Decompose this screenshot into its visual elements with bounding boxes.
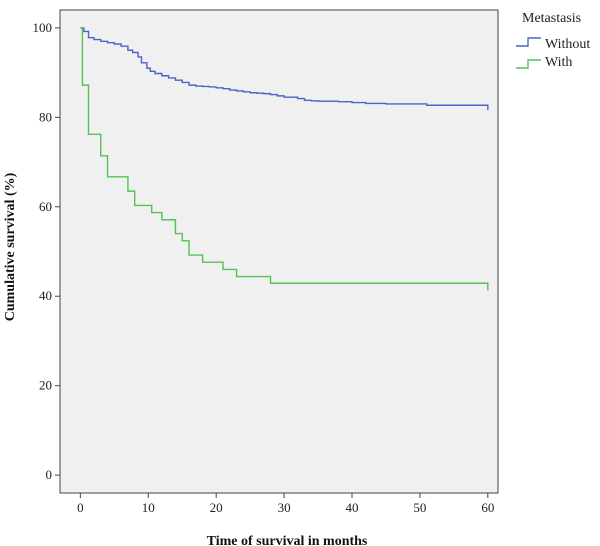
plot-background [59, 9, 499, 494]
y-tick-label-0: 0 [46, 467, 53, 482]
legend-line-without [516, 37, 541, 47]
series-line-with [80, 27, 489, 291]
x-tick-label-10: 10 [142, 500, 155, 515]
x-tick-label-50: 50 [413, 500, 426, 515]
legend-label-without: Without [545, 37, 590, 52]
legend-label-with: With [545, 55, 572, 70]
x-tick-label-40: 40 [346, 500, 359, 515]
x-tick-label-30: 30 [278, 500, 291, 515]
y-tick-label-20: 20 [39, 378, 52, 393]
axis-ticks: 0 10 20 30 40 50 60 0 20 40 60 80 100 [33, 20, 495, 515]
series-line-without [80, 27, 489, 111]
y-tick-label-40: 40 [39, 288, 52, 303]
y-axis-title: Cumulative survival (%) [3, 172, 18, 321]
x-tick-label-60: 60 [481, 500, 494, 515]
legend: Metastasis Without With [516, 11, 590, 70]
y-tick-label-80: 80 [39, 109, 52, 124]
x-tick-label-0: 0 [77, 500, 84, 515]
legend-title: Metastasis [522, 11, 581, 26]
x-tick-label-20: 20 [210, 500, 223, 515]
y-tick-label-100: 100 [33, 20, 53, 35]
legend-line-with [516, 59, 541, 69]
series-lines [80, 27, 489, 291]
x-axis-title: Time of survival in months [207, 534, 368, 546]
y-tick-label-60: 60 [39, 199, 52, 214]
